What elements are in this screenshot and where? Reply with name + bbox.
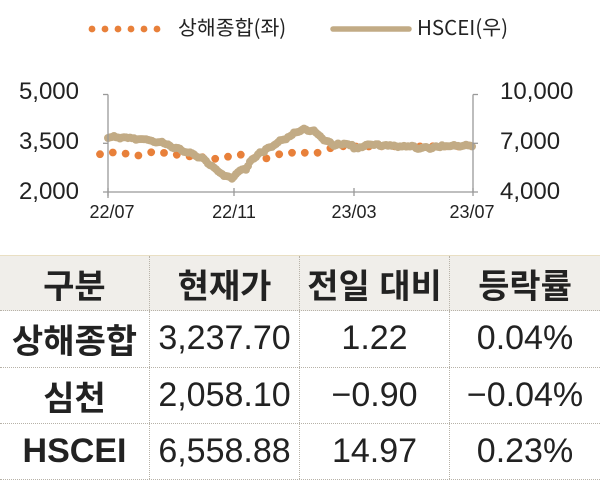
svg-text:22/11: 22/11	[212, 202, 256, 218]
svg-text:23/07: 23/07	[449, 202, 494, 218]
svg-text:상해종합(좌): 상해종합(좌)	[178, 11, 286, 41]
svg-text:3,500: 3,500	[19, 128, 79, 155]
svg-text:10,000: 10,000	[500, 78, 573, 105]
svg-text:HSCEI(우): HSCEI(우)	[417, 11, 508, 41]
svg-text:23/03: 23/03	[331, 202, 376, 218]
svg-text:2,000: 2,000	[19, 178, 79, 205]
svg-text:22/07: 22/07	[89, 202, 134, 218]
svg-text:5,000: 5,000	[19, 78, 79, 105]
svg-text:7,000: 7,000	[500, 128, 560, 155]
svg-text:4,000: 4,000	[500, 178, 560, 205]
